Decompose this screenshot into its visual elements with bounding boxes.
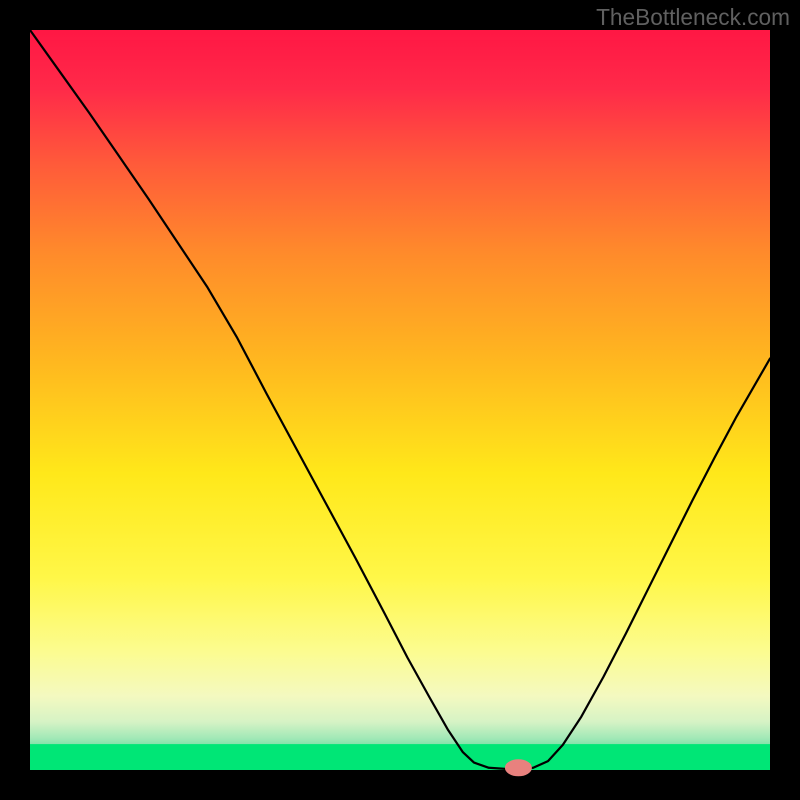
chart-svg — [0, 0, 800, 800]
green-band — [30, 744, 770, 770]
watermark-text: TheBottleneck.com — [596, 4, 790, 31]
bottleneck-chart: TheBottleneck.com — [0, 0, 800, 800]
optimal-marker — [505, 760, 531, 776]
plot-background — [30, 30, 770, 770]
